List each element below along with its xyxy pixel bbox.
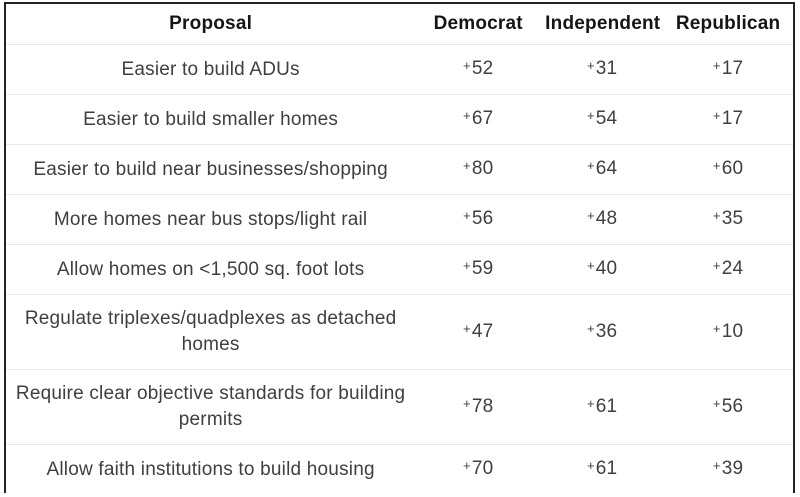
table-row: Easier to build smaller homes +67 +54 +1…	[6, 94, 793, 145]
proposal-cell: More homes near bus stops/light rail	[6, 194, 416, 245]
plus-sign: +	[463, 395, 471, 411]
democrat-value-cell: +80	[415, 144, 542, 195]
table-header: Proposal Democrat Independent Republican	[6, 4, 793, 45]
plus-sign: +	[586, 320, 595, 336]
poll-results-table: Proposal Democrat Independent Republican…	[6, 4, 793, 494]
independent-value-cell: +54	[541, 94, 664, 145]
independent-value-cell: +61	[541, 369, 664, 445]
independent-value-cell: +61	[541, 444, 664, 494]
republican-value-cell: +10	[663, 294, 793, 370]
table-row: Allow faith institutions to build housin…	[6, 444, 793, 494]
table-row: Regulate triplexes/quadplexes as detache…	[6, 294, 793, 370]
plus-sign: +	[712, 158, 721, 173]
democrat-value-cell: +52	[415, 44, 542, 95]
plus-sign: +	[712, 58, 721, 73]
column-header-independent: Independent	[541, 4, 664, 45]
proposal-cell: Easier to build ADUs	[6, 44, 416, 95]
plus-sign: +	[712, 320, 721, 336]
plus-sign: +	[463, 208, 471, 223]
plus-sign: +	[586, 58, 595, 73]
proposal-cell: Easier to build near businesses/shopping	[6, 144, 416, 195]
column-header-democrat: Democrat	[415, 4, 542, 45]
republican-value-cell: +60	[663, 144, 793, 195]
democrat-value-cell: +59	[415, 244, 542, 295]
plus-sign: +	[463, 158, 471, 173]
independent-value-cell: +64	[541, 144, 664, 195]
independent-value-cell: +36	[541, 294, 664, 370]
plus-sign: +	[463, 58, 471, 73]
plus-sign: +	[712, 108, 721, 123]
header-row: Proposal Democrat Independent Republican	[6, 4, 793, 45]
plus-sign: +	[463, 320, 471, 336]
plus-sign: +	[586, 208, 595, 223]
proposal-cell: Allow homes on <1,500 sq. foot lots	[6, 244, 416, 295]
column-header-proposal: Proposal	[6, 4, 416, 45]
plus-sign: +	[712, 458, 721, 473]
table-row: Easier to build near businesses/shopping…	[6, 144, 793, 195]
republican-value-cell: +39	[663, 444, 793, 494]
democrat-value-cell: +78	[415, 369, 542, 445]
proposal-cell: Allow faith institutions to build housin…	[6, 444, 416, 494]
independent-value-cell: +48	[541, 194, 664, 245]
democrat-value-cell: +56	[415, 194, 542, 245]
table-row: Allow homes on <1,500 sq. foot lots +59 …	[6, 244, 793, 295]
plus-sign: +	[586, 258, 595, 273]
plus-sign: +	[586, 108, 595, 123]
column-header-republican: Republican	[663, 4, 793, 45]
proposal-cell: Require clear objective standards for bu…	[6, 369, 416, 445]
plus-sign: +	[463, 458, 471, 473]
democrat-value-cell: +47	[415, 294, 542, 370]
plus-sign: +	[586, 458, 595, 473]
plus-sign: +	[712, 208, 721, 223]
table-row: More homes near bus stops/light rail +56…	[6, 194, 793, 245]
plus-sign: +	[463, 258, 471, 273]
proposal-cell: Regulate triplexes/quadplexes as detache…	[6, 294, 416, 370]
poll-results-table-frame: Proposal Democrat Independent Republican…	[4, 2, 795, 494]
plus-sign: +	[463, 108, 471, 123]
plus-sign: +	[586, 158, 595, 173]
table-row: Easier to build ADUs +52 +31 +17	[6, 44, 793, 95]
independent-value-cell: +40	[541, 244, 664, 295]
democrat-value-cell: +67	[415, 94, 542, 145]
table-row: Require clear objective standards for bu…	[6, 369, 793, 445]
republican-value-cell: +17	[663, 44, 793, 95]
proposal-cell: Easier to build smaller homes	[6, 94, 416, 145]
independent-value-cell: +31	[541, 44, 664, 95]
plus-sign: +	[586, 395, 595, 411]
plus-sign: +	[712, 395, 721, 411]
republican-value-cell: +35	[663, 194, 793, 245]
plus-sign: +	[712, 258, 721, 273]
republican-value-cell: +24	[663, 244, 793, 295]
republican-value-cell: +17	[663, 94, 793, 145]
republican-value-cell: +56	[663, 369, 793, 445]
table-body: Easier to build ADUs +52 +31 +17 Easier …	[6, 44, 793, 494]
democrat-value-cell: +70	[415, 444, 542, 494]
